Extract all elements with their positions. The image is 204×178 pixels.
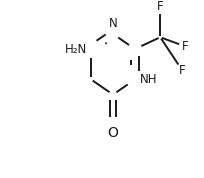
- Text: F: F: [157, 0, 164, 13]
- Text: N: N: [109, 17, 117, 30]
- Text: F: F: [182, 40, 189, 53]
- Text: H₂N: H₂N: [64, 43, 87, 56]
- Text: F: F: [179, 64, 185, 77]
- Text: NH: NH: [140, 73, 157, 86]
- Text: O: O: [108, 126, 118, 140]
